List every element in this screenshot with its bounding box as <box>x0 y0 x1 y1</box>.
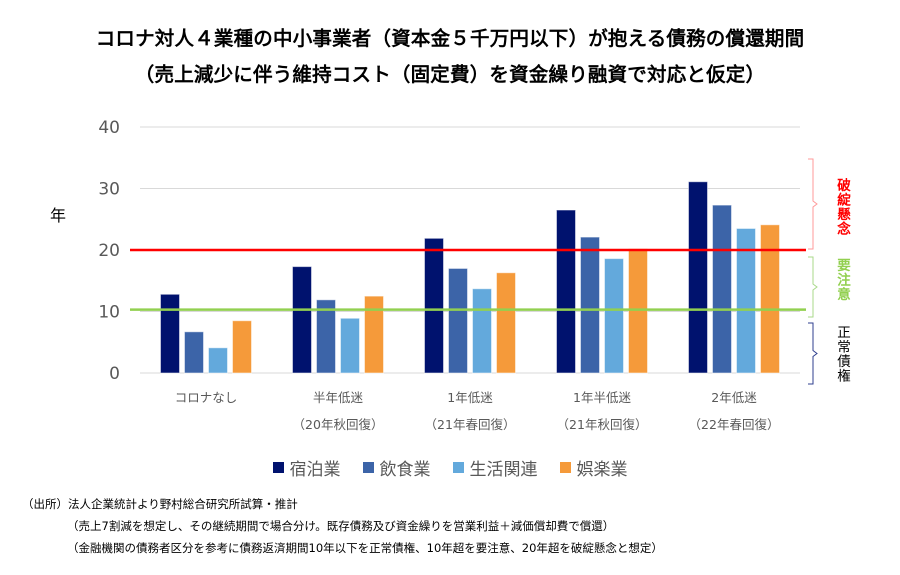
zone-bracket <box>808 158 818 250</box>
y-tick-label: 40 <box>98 118 120 138</box>
legend-label: 生活関連 <box>469 460 538 480</box>
bar <box>580 236 600 374</box>
footnote-classification: （金融機関の債務者区分を参考に債務返済期間10年以下を正常債権、10年超を要注意… <box>67 541 663 555</box>
chart-title-line1: コロナ対人４業種の中小事業者（資本金５千万円以下）が抱える債務の償還期間 <box>95 27 805 50</box>
zone-label-bankruptcy-risk: 破綻懸念 <box>834 178 850 236</box>
x-category-label: 半年低迷 <box>313 390 364 405</box>
bar <box>316 299 336 374</box>
x-category-sublabel: （20年秋回復） <box>293 417 384 432</box>
x-category-label: 1年低迷 <box>447 390 493 405</box>
legend: 宿泊業 飲食業 生活関連 娯楽業 <box>0 455 900 480</box>
legend-label: 娯楽業 <box>576 460 628 480</box>
legend-label: 飲食業 <box>379 460 431 480</box>
zone-bracket <box>808 256 818 318</box>
chart-title-line2: （売上減少に伴う維持コスト（固定費）を資金繰り融資で対応と仮定） <box>134 63 766 86</box>
bar <box>448 267 468 374</box>
x-category-sublabel: （21年秋回復） <box>557 417 648 432</box>
legend-item: 宿泊業 <box>272 455 341 480</box>
bar <box>496 272 516 374</box>
bar <box>688 181 708 374</box>
y-tick-label: 0 <box>109 364 120 384</box>
x-category-label: 1年半低迷 <box>573 390 631 405</box>
zone-label-caution: 要注意 <box>834 258 850 302</box>
x-category-sublabel: （22年春回復） <box>689 417 780 432</box>
y-axis-label: 年 <box>50 206 67 225</box>
legend-label: 宿泊業 <box>289 460 341 480</box>
y-tick-label: 20 <box>98 241 120 261</box>
bar <box>736 227 756 374</box>
bar <box>712 204 732 374</box>
legend-item: 娯楽業 <box>559 455 628 480</box>
bar <box>424 237 444 374</box>
legend-item: 飲食業 <box>362 455 431 480</box>
bar <box>292 266 312 374</box>
bar <box>184 331 204 374</box>
bar <box>232 320 252 374</box>
bar <box>604 258 624 374</box>
footnote-assumption: （売上7割減を想定し、その継続期間で場合分け。既存債務及び資金繰りを営業利益＋減… <box>67 519 615 533</box>
zone-bracket <box>808 322 818 385</box>
bar <box>340 317 360 374</box>
y-tick-label: 30 <box>98 180 120 200</box>
footnote-source: （出所）法人企業統計より野村総合研究所試算・推計 <box>22 497 298 511</box>
x-category-label: コロナなし <box>175 390 238 405</box>
legend-swatch <box>559 462 571 473</box>
bar <box>472 288 492 374</box>
bar <box>760 224 780 374</box>
bar <box>556 209 576 374</box>
footnotes: （出所）法人企業統計より野村総合研究所試算・推計 （売上7割減を想定し、その継続… <box>22 493 663 559</box>
y-tick-label: 10 <box>98 303 120 323</box>
x-category-sublabel: （21年春回復） <box>425 417 516 432</box>
legend-swatch <box>452 462 464 473</box>
legend-swatch <box>362 462 374 473</box>
x-category-label: 2年低迷 <box>711 390 757 405</box>
bar <box>364 295 384 374</box>
bar <box>208 347 228 374</box>
bar <box>160 293 180 374</box>
legend-item: 生活関連 <box>452 455 538 480</box>
legend-swatch <box>272 462 284 473</box>
zone-label-normal: 正常債権 <box>834 325 850 383</box>
